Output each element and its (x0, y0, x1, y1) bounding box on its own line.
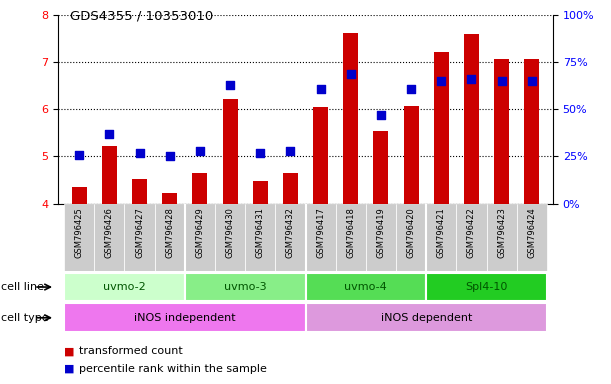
Bar (486, 204, 517, 271)
Text: GSM796420: GSM796420 (407, 207, 415, 258)
Text: Spl4-10: Spl4-10 (466, 282, 508, 292)
Text: GSM796428: GSM796428 (165, 207, 174, 258)
Text: GSM796423: GSM796423 (497, 207, 506, 258)
Bar (71, 187, 87, 204)
Text: uvmo-3: uvmo-3 (224, 282, 266, 292)
Text: iNOS dependent: iNOS dependent (381, 313, 472, 323)
Bar (132, 179, 147, 204)
Point (75, 152, 84, 158)
Bar (162, 193, 177, 204)
Point (316, 86, 326, 92)
Text: iNOS independent: iNOS independent (134, 313, 236, 323)
Bar (64, 204, 94, 271)
Point (195, 148, 205, 154)
Bar (456, 204, 486, 271)
Point (406, 86, 416, 92)
Bar (94, 204, 125, 271)
Bar (494, 59, 509, 204)
Point (165, 154, 175, 160)
Bar (524, 59, 540, 204)
Bar (335, 204, 366, 271)
Text: GSM796426: GSM796426 (105, 207, 114, 258)
Text: GSM796422: GSM796422 (467, 207, 476, 258)
Bar (434, 52, 449, 204)
Text: GSM796419: GSM796419 (376, 207, 386, 258)
Text: GSM796431: GSM796431 (256, 207, 265, 258)
Text: GSM796421: GSM796421 (437, 207, 446, 258)
Bar (404, 106, 419, 204)
Bar (64, 273, 185, 301)
Text: GSM796429: GSM796429 (196, 207, 204, 258)
Text: ■: ■ (64, 364, 75, 374)
Bar (283, 173, 298, 204)
Point (104, 131, 114, 137)
Text: GSM796424: GSM796424 (527, 207, 536, 258)
Bar (215, 204, 245, 271)
Text: transformed count: transformed count (79, 346, 183, 356)
Text: GSM796427: GSM796427 (135, 207, 144, 258)
Bar (245, 204, 276, 271)
Point (376, 112, 386, 118)
Point (467, 76, 477, 83)
Bar (64, 303, 306, 332)
Bar (125, 204, 155, 271)
Text: uvmo-4: uvmo-4 (345, 282, 387, 292)
Point (527, 78, 536, 84)
Bar (313, 107, 328, 204)
Bar (192, 173, 207, 204)
Bar (426, 273, 547, 301)
Bar (306, 273, 426, 301)
Text: GSM796418: GSM796418 (346, 207, 355, 258)
Bar (155, 204, 185, 271)
Text: GSM796425: GSM796425 (75, 207, 84, 258)
Bar (306, 204, 335, 271)
Bar (185, 273, 306, 301)
Bar (102, 146, 117, 204)
Point (225, 82, 235, 88)
Bar (306, 303, 547, 332)
Bar (276, 204, 306, 271)
Text: GDS4355 / 10353010: GDS4355 / 10353010 (70, 10, 213, 23)
Point (346, 71, 356, 77)
Point (255, 150, 265, 156)
Bar (396, 204, 426, 271)
Bar (185, 204, 215, 271)
Bar (343, 33, 358, 204)
Text: uvmo-2: uvmo-2 (103, 282, 146, 292)
Text: GSM796430: GSM796430 (225, 207, 235, 258)
Text: percentile rank within the sample: percentile rank within the sample (79, 364, 267, 374)
Point (436, 78, 446, 84)
Point (497, 78, 507, 84)
Bar (464, 34, 479, 204)
Bar (517, 204, 547, 271)
Point (285, 148, 295, 154)
Text: ■: ■ (64, 346, 75, 356)
Text: cell line: cell line (1, 282, 44, 292)
Bar (222, 99, 238, 204)
Bar (426, 204, 456, 271)
Bar (373, 131, 389, 204)
Bar (253, 181, 268, 204)
Bar (366, 204, 396, 271)
Text: GSM796417: GSM796417 (316, 207, 325, 258)
Text: GSM796432: GSM796432 (286, 207, 295, 258)
Text: cell type: cell type (1, 313, 49, 323)
Point (134, 150, 144, 156)
